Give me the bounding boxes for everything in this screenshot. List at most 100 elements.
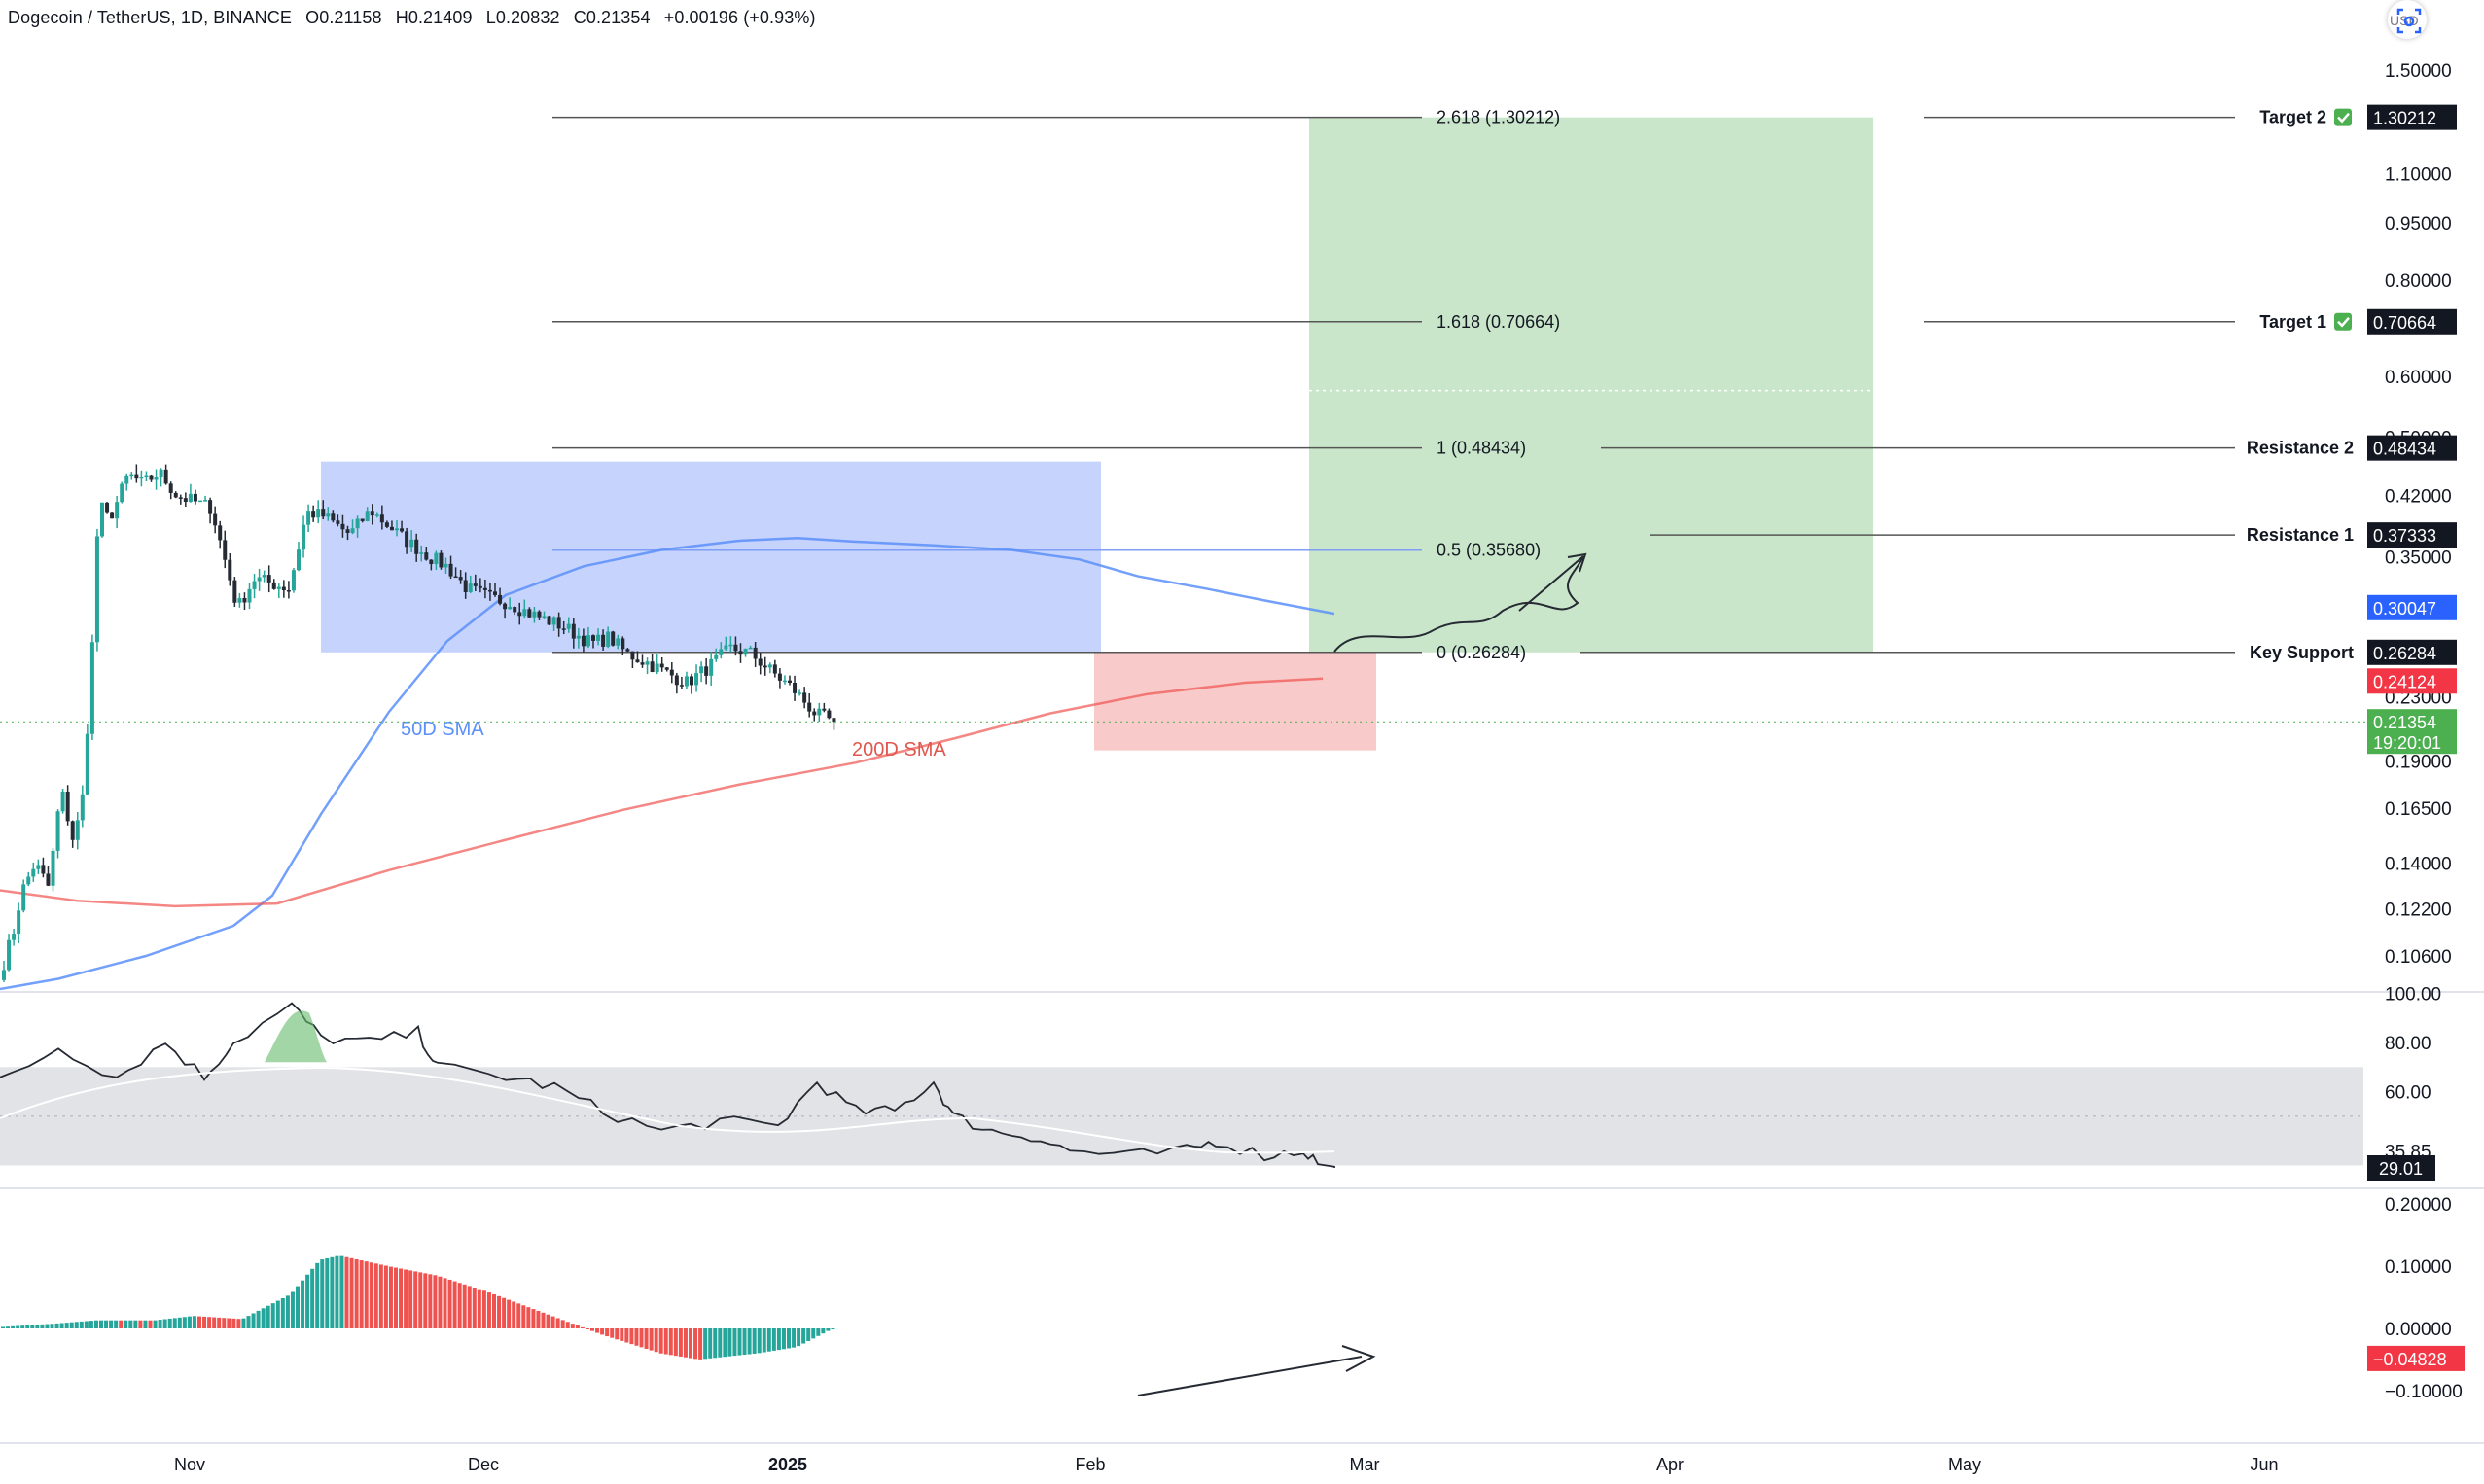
candle-body: [31, 868, 36, 877]
candle: [41, 857, 46, 878]
candle: [257, 568, 262, 591]
candle-body: [704, 666, 709, 676]
macd-bar: [541, 1312, 546, 1328]
candle: [793, 675, 798, 701]
candle-body: [690, 676, 693, 686]
macd-bar: [668, 1328, 673, 1356]
macd-bar: [462, 1284, 467, 1328]
candle-body: [178, 497, 183, 499]
time-axis-tick: Apr: [1656, 1455, 1684, 1474]
candle-body: [463, 580, 468, 592]
macd-bar: [143, 1320, 148, 1328]
macd-bar: [373, 1263, 378, 1328]
candle: [409, 530, 414, 552]
candle-body: [405, 531, 409, 548]
candle-body: [271, 582, 276, 589]
low-value: L0.20832: [485, 8, 560, 27]
screenshot-camera-icon[interactable]: USD: [2388, 0, 2427, 39]
candle-body: [247, 588, 252, 603]
candle-body: [374, 514, 379, 516]
candle: [827, 708, 832, 720]
candle-body: [812, 711, 817, 716]
candle: [291, 568, 296, 593]
candle: [635, 651, 640, 663]
candle-body: [714, 654, 719, 659]
macd-bar: [718, 1328, 723, 1358]
candle: [444, 557, 448, 575]
macd-bar: [443, 1278, 447, 1328]
candle: [664, 666, 669, 672]
candle: [625, 648, 630, 653]
candle-body: [679, 685, 684, 687]
candle-body: [51, 850, 55, 886]
candle: [12, 929, 17, 946]
candle-body: [753, 647, 758, 659]
candle-body: [645, 661, 650, 665]
candle-body: [154, 477, 159, 480]
macd-bar: [477, 1289, 481, 1328]
candle-body: [168, 483, 173, 493]
macd-bar: [290, 1291, 295, 1328]
candle: [115, 495, 120, 529]
candle-body: [345, 529, 350, 533]
level-label: Resistance 1: [2247, 525, 2354, 545]
macd-bar: [457, 1283, 462, 1328]
candle: [772, 659, 777, 678]
candle-body: [414, 539, 419, 554]
macd-bar: [560, 1320, 565, 1328]
macd-bar: [93, 1320, 98, 1328]
level-price-tag: [2367, 308, 2457, 335]
macd-bar: [550, 1316, 555, 1328]
candle-body: [2, 970, 6, 980]
macd-bar: [231, 1318, 236, 1328]
candle-body: [798, 692, 802, 694]
candle-body: [547, 616, 551, 625]
candle: [203, 495, 208, 502]
candle-body: [321, 509, 326, 517]
candle-body: [340, 523, 345, 530]
candle: [120, 481, 124, 504]
macd-bar: [104, 1320, 109, 1328]
candle-body: [513, 607, 517, 613]
rsi-line: [0, 1002, 1335, 1168]
candle-body: [41, 865, 46, 874]
candle-body: [498, 594, 503, 604]
time-axis-tick: Mar: [1350, 1455, 1380, 1474]
candle-body: [478, 585, 482, 588]
price-axis-tick: 0.10600: [2385, 947, 2452, 968]
macd-bar: [305, 1274, 310, 1328]
projection-path: [1333, 555, 1584, 653]
candle: [463, 572, 468, 599]
candle: [46, 866, 51, 887]
candle: [738, 643, 743, 663]
candle-body: [360, 518, 365, 521]
candle-body: [159, 469, 163, 477]
candle-body: [384, 522, 389, 527]
candle: [802, 687, 807, 709]
candle: [532, 606, 537, 623]
candle-body: [336, 520, 340, 524]
level-price-tag-text: 0.26284: [2373, 644, 2436, 663]
price-tag-text: 0.24124: [2373, 672, 2436, 691]
macd-bar: [570, 1324, 575, 1328]
candle: [551, 616, 556, 631]
macd-bar: [79, 1321, 84, 1328]
close-value: C0.21354: [573, 8, 651, 27]
macd-bar: [776, 1328, 781, 1351]
macd-bar: [251, 1313, 256, 1328]
candle-body: [232, 580, 237, 603]
candle: [640, 654, 645, 668]
macd-divergence-line: [1137, 1356, 1363, 1396]
candle: [591, 634, 595, 649]
macd-bar: [497, 1295, 502, 1328]
candle-body: [120, 483, 124, 503]
macd-bar: [227, 1318, 231, 1328]
macd-bar: [766, 1328, 771, 1352]
candle: [807, 693, 812, 718]
candle-body: [389, 526, 394, 531]
macd-bar: [99, 1320, 103, 1328]
candle-body: [429, 559, 434, 565]
candle: [21, 879, 26, 913]
macd-bar: [114, 1320, 119, 1328]
